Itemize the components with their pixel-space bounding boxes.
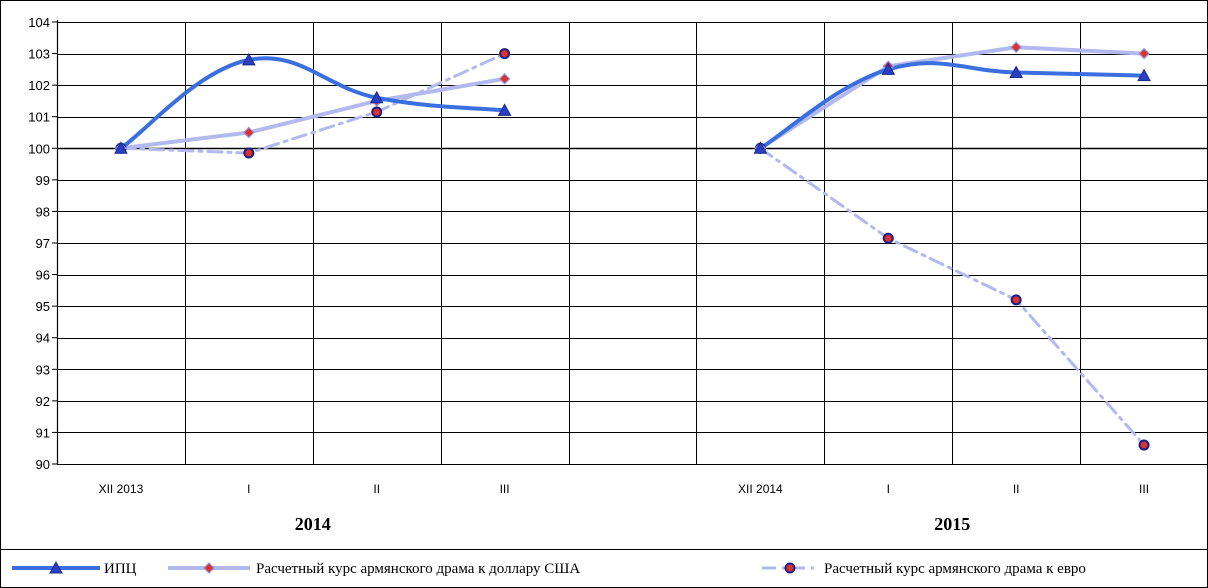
legend-swatch-marker <box>784 562 796 574</box>
data-point <box>498 72 511 85</box>
data-point <box>1138 47 1150 60</box>
legend-label: ИПЦ <box>104 561 137 577</box>
year-label: 2015 <box>934 514 970 534</box>
y-tick-label: 99 <box>36 173 50 188</box>
series-line <box>119 52 507 155</box>
x-tick-label: II <box>1013 482 1020 496</box>
data-point <box>1009 65 1024 79</box>
data-point <box>497 103 512 116</box>
data-point <box>1010 41 1023 54</box>
data-point <box>1010 294 1022 306</box>
x-tick-label: I <box>887 482 890 496</box>
y-tick-label: 102 <box>28 78 50 93</box>
y-tick-label: 101 <box>28 110 50 125</box>
y-tick-label: 92 <box>36 394 50 409</box>
x-tick-label: XII 2013 <box>99 482 144 496</box>
legend-swatch-marker <box>49 560 63 574</box>
x-tick-label: II <box>373 482 380 496</box>
y-tick-label: 95 <box>36 299 50 314</box>
legend-swatch-marker <box>203 562 215 574</box>
y-axis-ticks: 90 91 92 93 94 95 96 97 98 99 100 101 102 103 104 <box>28 15 57 472</box>
data-point <box>1138 439 1150 451</box>
data-point <box>753 141 768 154</box>
y-tick-label: 93 <box>36 362 50 377</box>
data-point <box>499 48 511 60</box>
data-point <box>369 90 384 104</box>
y-tick-label: 103 <box>28 47 50 62</box>
x-axis-ticks: XII 2013 I II III XII 2014 I II III <box>99 482 1149 496</box>
series-markers <box>114 41 1151 451</box>
legend: ИПЦ Расчетный курс армянского драма к дол… <box>12 560 1086 577</box>
x-tick-label: XII 2014 <box>738 482 783 496</box>
data-point <box>241 52 256 66</box>
y-tick-label: 91 <box>36 425 50 440</box>
data-point <box>243 147 255 159</box>
data-point <box>371 106 383 118</box>
series-line <box>118 76 507 151</box>
legend-label: Расчетный курс армянского драма к евро <box>824 561 1086 577</box>
y-tick-label: 98 <box>36 204 50 219</box>
data-point <box>882 232 894 244</box>
series-lines <box>118 45 1147 447</box>
year-labels: 2014 2015 <box>295 514 970 534</box>
data-point <box>881 62 896 75</box>
y-tick-label: 94 <box>36 331 50 346</box>
x-tick-label: III <box>500 482 510 496</box>
x-tick-label: I <box>247 482 250 496</box>
x-tick-label: III <box>1139 482 1149 496</box>
series-line <box>118 56 507 151</box>
y-tick-label: 97 <box>36 236 50 251</box>
y-tick-label: 90 <box>36 457 50 472</box>
year-label: 2014 <box>295 514 331 534</box>
legend-label: Расчетный курс армянского драма к доллар… <box>256 561 580 577</box>
series-line <box>758 146 1146 447</box>
y-tick-label: 104 <box>28 15 50 30</box>
y-tick-label: 100 <box>28 141 50 156</box>
data-point <box>1137 68 1151 82</box>
data-point <box>114 141 128 154</box>
series-line <box>758 45 1147 151</box>
data-point <box>242 126 255 139</box>
y-tick-label: 96 <box>36 268 50 283</box>
series-line <box>758 61 1147 151</box>
